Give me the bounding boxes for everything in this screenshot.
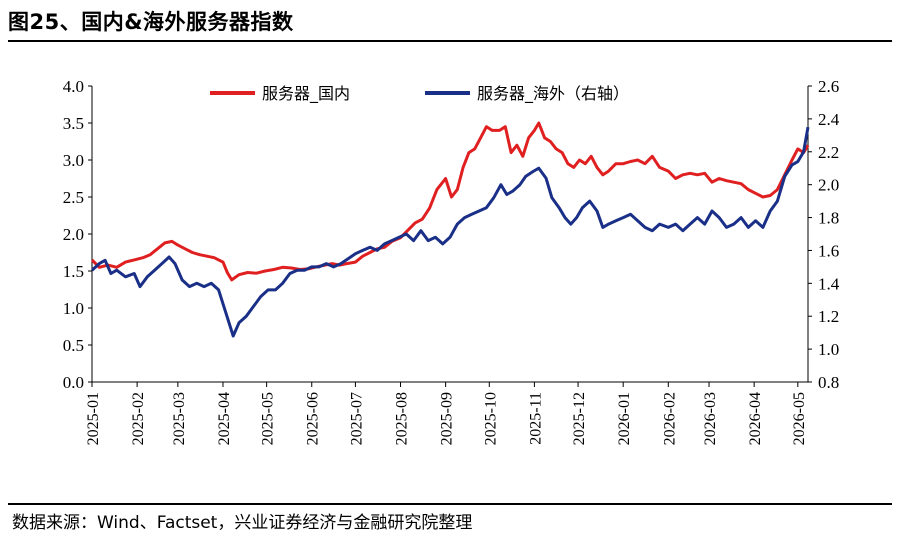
x-tick-label: 2025-09 [439,392,456,445]
series-line-overseas [90,126,810,338]
source-note: 数据来源：Wind、Factset，兴业证券经济与金融研究院整理 [12,513,473,533]
x-tick-label: 2026-01 [616,392,633,445]
y-left-tick-label: 0.5 [63,336,84,355]
y-right-tick-label: 1.0 [818,340,839,359]
x-tick-label: 2025-04 [216,392,233,445]
y-right-tick-label: 1.4 [818,274,840,293]
footer-rule [8,503,892,505]
chart-title: 图25、国内&海外服务器指数 [8,10,294,34]
legend-label-overseas: 服务器_海外（右轴） [477,84,629,104]
x-tick-label: 2025-10 [482,392,499,445]
y-right-tick-label: 2.0 [818,176,839,195]
legend-label-domestic: 服务器_国内 [262,84,350,104]
y-left-tick-label: 4.0 [63,77,84,96]
y-left-tick-label: 2.0 [63,225,84,244]
y-right-tick-label: 1.6 [818,241,839,260]
y-left-tick-label: 3.5 [63,114,84,133]
x-tick-label: 2025-11 [527,392,544,445]
x-tick-label: 2025-02 [130,392,147,445]
y-left-tick-label: 1.0 [63,299,84,318]
x-tick-label: 2025-12 [571,392,588,445]
y-right-tick-label: 1.2 [818,307,839,326]
y-right-tick-label: 2.2 [818,143,839,162]
legend: 服务器_国内 服务器_海外（右轴） [210,84,629,104]
x-tick-label: 2026-05 [791,392,808,445]
x-tick-label: 2025-07 [348,392,365,445]
y-right-tick-label: 0.8 [818,373,839,392]
y-left-tick-label: 0.0 [63,373,84,392]
x-tick-label: 2025-05 [260,392,277,445]
y-right-tick-label: 1.8 [818,209,839,228]
x-tick-label: 2026-03 [702,392,719,445]
x-tick-label: 2025-06 [305,392,322,445]
x-tick-label: 2025-01 [85,392,102,445]
title-rule [8,40,892,42]
line-chart: 0.0 0.5 1.0 1.5 2.0 2.5 3.0 3.5 4.0 0.8 1.0 1.2 1.4 1… [63,77,840,445]
y-right-tick-label: 2.6 [818,77,839,96]
y-left-tick-label: 1.5 [63,262,84,281]
series-line-domestic [90,121,810,282]
x-tick-label: 2025-08 [394,392,411,445]
y-left-tick-label: 2.5 [63,188,84,207]
y-left-tick-label: 3.0 [63,151,84,170]
x-tick-label: 2026-02 [661,392,678,445]
y-right-tick-label: 2.4 [818,110,840,129]
x-tick-label: 2025-03 [171,392,188,445]
x-tick-label: 2026-04 [747,392,764,445]
